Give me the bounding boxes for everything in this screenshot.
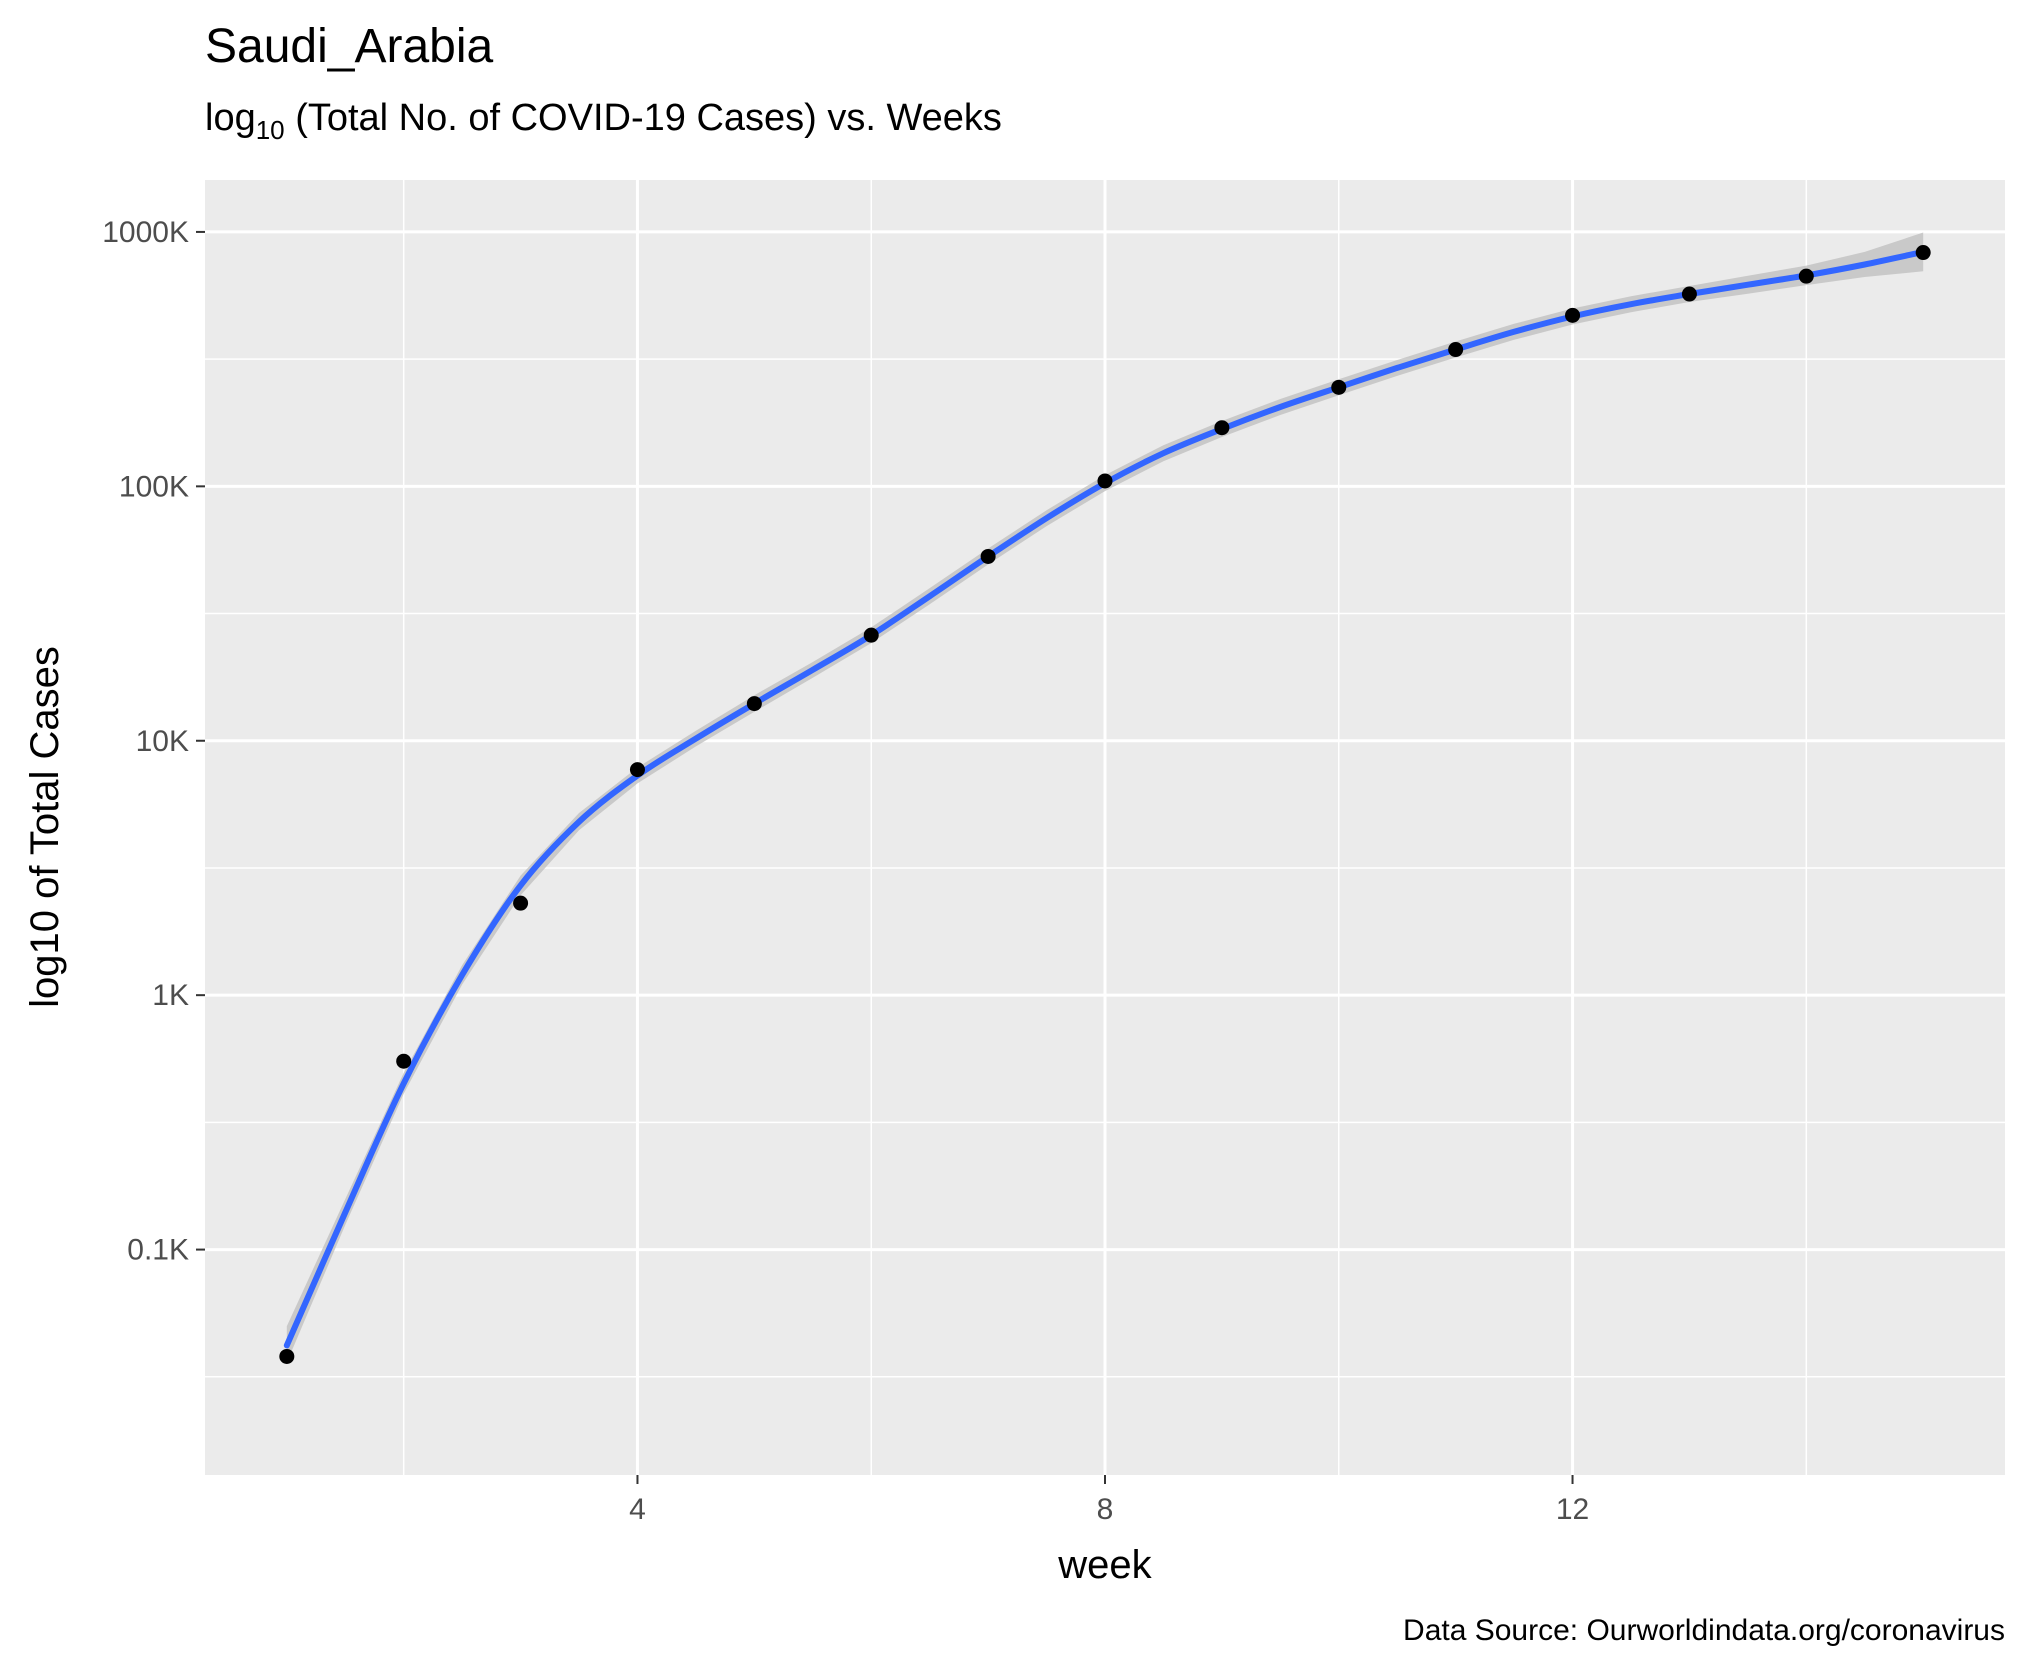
smooth-line-layer [283, 248, 1927, 1349]
y-axis-title: log10 of Total Cases [23, 646, 67, 1008]
x-tick-label: 8 [1097, 1493, 1114, 1526]
chart-subtitle: log10 (Total No. of COVID-19 Cases) vs. … [205, 97, 1002, 145]
data-point [1681, 286, 1697, 302]
confidence-band-layer [286, 232, 1924, 1363]
data-source-caption: Data Source: Ourworldindata.org/coronavi… [1403, 1614, 2005, 1647]
y-tick-label: 1000K [102, 216, 189, 249]
y-axis: 0.1K 1K 10K 100K 1000K [102, 216, 205, 1267]
x-axis: 4 8 12 [629, 1475, 1589, 1526]
data-point [396, 1053, 412, 1069]
data-point [1915, 245, 1931, 261]
smooth-line [283, 248, 1927, 1349]
data-point [1448, 342, 1464, 358]
chart-title: Saudi_Arabia [205, 20, 494, 73]
data-point [863, 627, 879, 643]
y-tick-label: 100K [119, 470, 189, 503]
data-point [1565, 307, 1581, 323]
x-tick-label: 4 [629, 1493, 646, 1526]
data-point [279, 1348, 295, 1364]
data-points [279, 245, 1931, 1364]
data-point [980, 548, 996, 564]
y-tick-label: 0.1K [127, 1234, 189, 1267]
x-axis-title: week [1057, 1543, 1152, 1587]
data-point [513, 895, 529, 911]
x-tick-label: 12 [1556, 1493, 1589, 1526]
subtitle-log-prefix: log [205, 97, 256, 139]
data-point [1331, 379, 1347, 395]
confidence-band [286, 232, 1924, 1363]
subtitle-subscript: 10 [256, 115, 285, 145]
data-point [1097, 473, 1113, 489]
data-point [1798, 268, 1814, 284]
data-point [629, 762, 645, 778]
data-point [746, 696, 762, 712]
data-point [1214, 420, 1230, 436]
y-tick-label: 1K [152, 979, 189, 1012]
y-tick-label: 10K [136, 725, 189, 758]
subtitle-rest: (Total No. of COVID-19 Cases) vs. Weeks [285, 97, 1002, 139]
